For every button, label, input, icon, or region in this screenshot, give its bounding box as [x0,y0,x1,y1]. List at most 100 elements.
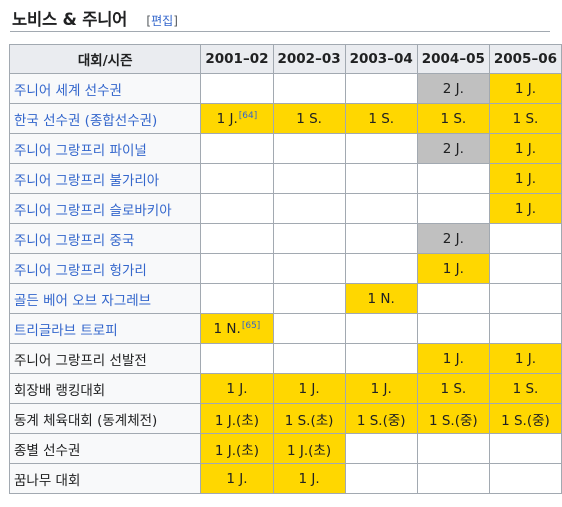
event-link[interactable]: 주니어 그랑프리 헝가리 [14,262,147,279]
result-cell: 1 J.(초) [200,403,274,434]
table-row: 주니어 그랑프리 불가리아 1 J. [8,163,562,194]
header-season: 2002–03 [272,44,346,74]
heading-divider [10,31,550,32]
result-cell [344,163,418,194]
event-name: 종별 선수권 [14,442,81,459]
result-cell [344,463,418,494]
result-cell [344,313,418,344]
event-cell: 주니어 그랑프리 중국 [8,223,202,254]
result-cell [200,193,274,224]
result-text: 2 J. [442,80,464,97]
result-text: 1 J. [298,470,320,487]
result-text: 2 J. [442,140,464,157]
result-text: 1 S.(중) [428,412,478,429]
result-cell: 1 J. [488,73,562,104]
result-cell: 1 J. [272,373,346,404]
result-text: 1 J. [514,350,537,367]
reference-link[interactable]: [64] [238,110,258,121]
result-cell [272,223,346,254]
result-text: 1 S. [440,380,467,397]
result-text: 1 J. [226,380,248,397]
table-row: 주니어 세계 선수권 2 J. 1 J. [8,73,562,104]
table-row: 동계 체육대회 (동계체전) 1 J.(초) 1 S.(초) 1 S.(중) 1 S.(… [8,403,562,434]
event-cell: 주니어 세계 선수권 [8,73,202,104]
result-text: 1 J. [298,380,320,397]
table-row: 종별 선수권 1 J.(초) 1 J.(초) [8,433,562,464]
header-season: 2001–02 [200,44,274,74]
result-cell: 1 J.(초) [200,433,274,464]
result-cell [488,253,562,284]
header-event: 대회/시즌 [8,44,202,74]
event-cell: 주니어 그랑프리 파이널 [8,133,202,164]
result-cell: 1 N.[65] [200,313,274,344]
result-cell: 2 J. [416,133,490,164]
event-link[interactable]: 주니어 그랑프리 슬로바키아 [14,202,172,219]
table-row: 주니어 그랑프리 중국 2 J. [8,223,562,254]
edit-section: [편집] [146,14,177,28]
event-link[interactable]: 주니어 그랑프리 중국 [14,232,135,249]
result-cell [416,193,490,224]
result-cell [272,193,346,224]
result-cell [344,343,418,374]
result-cell: 1 J. [488,343,562,374]
header-row: 대회/시즌 2001–02 2002–03 2003–04 2004–05 2005–0… [8,44,562,74]
result-cell [344,133,418,164]
result-cell: 1 S.(초) [272,403,346,434]
result-cell: 2 J. [416,223,490,254]
result-cell: 1 J. [416,253,490,284]
table-row: 주니어 그랑프리 슬로바키아 1 J. [8,193,562,224]
event-link[interactable]: 트리글라브 트로피 [14,322,118,339]
result-text: 1 S. [512,110,539,127]
result-cell: 1 S.(중) [416,403,490,434]
result-cell [272,253,346,284]
event-cell: 꿈나무 대회 [8,463,202,494]
result-cell [416,163,490,194]
result-text: 1 J. [442,260,464,277]
result-cell [488,433,562,464]
result-text: 1 J.(초) [214,412,259,429]
result-text: 2 J. [442,230,464,247]
event-link[interactable]: 한국 선수권 (종합선수권) [14,112,158,129]
header-season: 2005–06 [488,44,562,74]
edit-bracket-close: ] [173,14,178,28]
event-cell: 동계 체육대회 (동계체전) [8,403,202,434]
edit-bracket-open: [ [146,14,152,28]
event-cell: 골든 베어 오브 자그레브 [8,283,202,314]
event-cell: 주니어 그랑프리 헝가리 [8,253,202,284]
result-cell [272,133,346,164]
table-row: 주니어 그랑프리 헝가리 1 J. [8,253,562,284]
result-cell [488,283,562,314]
event-link[interactable]: 주니어 그랑프리 파이널 [14,142,147,159]
result-cell [344,73,418,104]
result-text: 1 J. [514,140,537,157]
event-cell: 주니어 그랑프리 선발전 [8,343,202,374]
result-cell [488,223,562,254]
event-link[interactable]: 주니어 그랑프리 불가리아 [14,172,160,189]
result-cell [200,133,274,164]
result-cell [272,313,346,344]
result-cell: 1 S. [488,373,562,404]
result-text: 1 N. [213,320,241,337]
result-cell: 1 S. [416,103,490,134]
event-link[interactable]: 골든 베어 오브 자그레브 [14,292,152,309]
header-season: 2003–04 [344,44,418,74]
event-name: 주니어 그랑프리 선발전 [14,352,147,369]
result-text: 1 J. [514,170,537,187]
reference-link[interactable]: [65] [241,320,261,331]
result-cell [488,313,562,344]
result-cell: 1 N. [344,283,418,314]
table-row: 트리글라브 트로피 1 N.[65] [8,313,562,344]
result-cell: 1 S.(중) [488,403,562,434]
section-title: 노비스 & 주니어 [12,10,128,29]
event-name: 동계 체육대회 (동계체전) [14,412,158,429]
result-cell: 1 J. [488,193,562,224]
result-text: 1 S.(중) [501,412,550,429]
result-cell: 1 J. [488,133,562,164]
result-text: 1 J. [514,200,537,217]
edit-link[interactable]: 편집 [151,14,174,28]
result-cell: 1 S. [488,103,562,134]
event-name: 꿈나무 대회 [14,472,81,489]
result-text: 1 S. [368,110,395,127]
event-link[interactable]: 주니어 세계 선수권 [14,82,122,99]
result-cell [416,283,490,314]
